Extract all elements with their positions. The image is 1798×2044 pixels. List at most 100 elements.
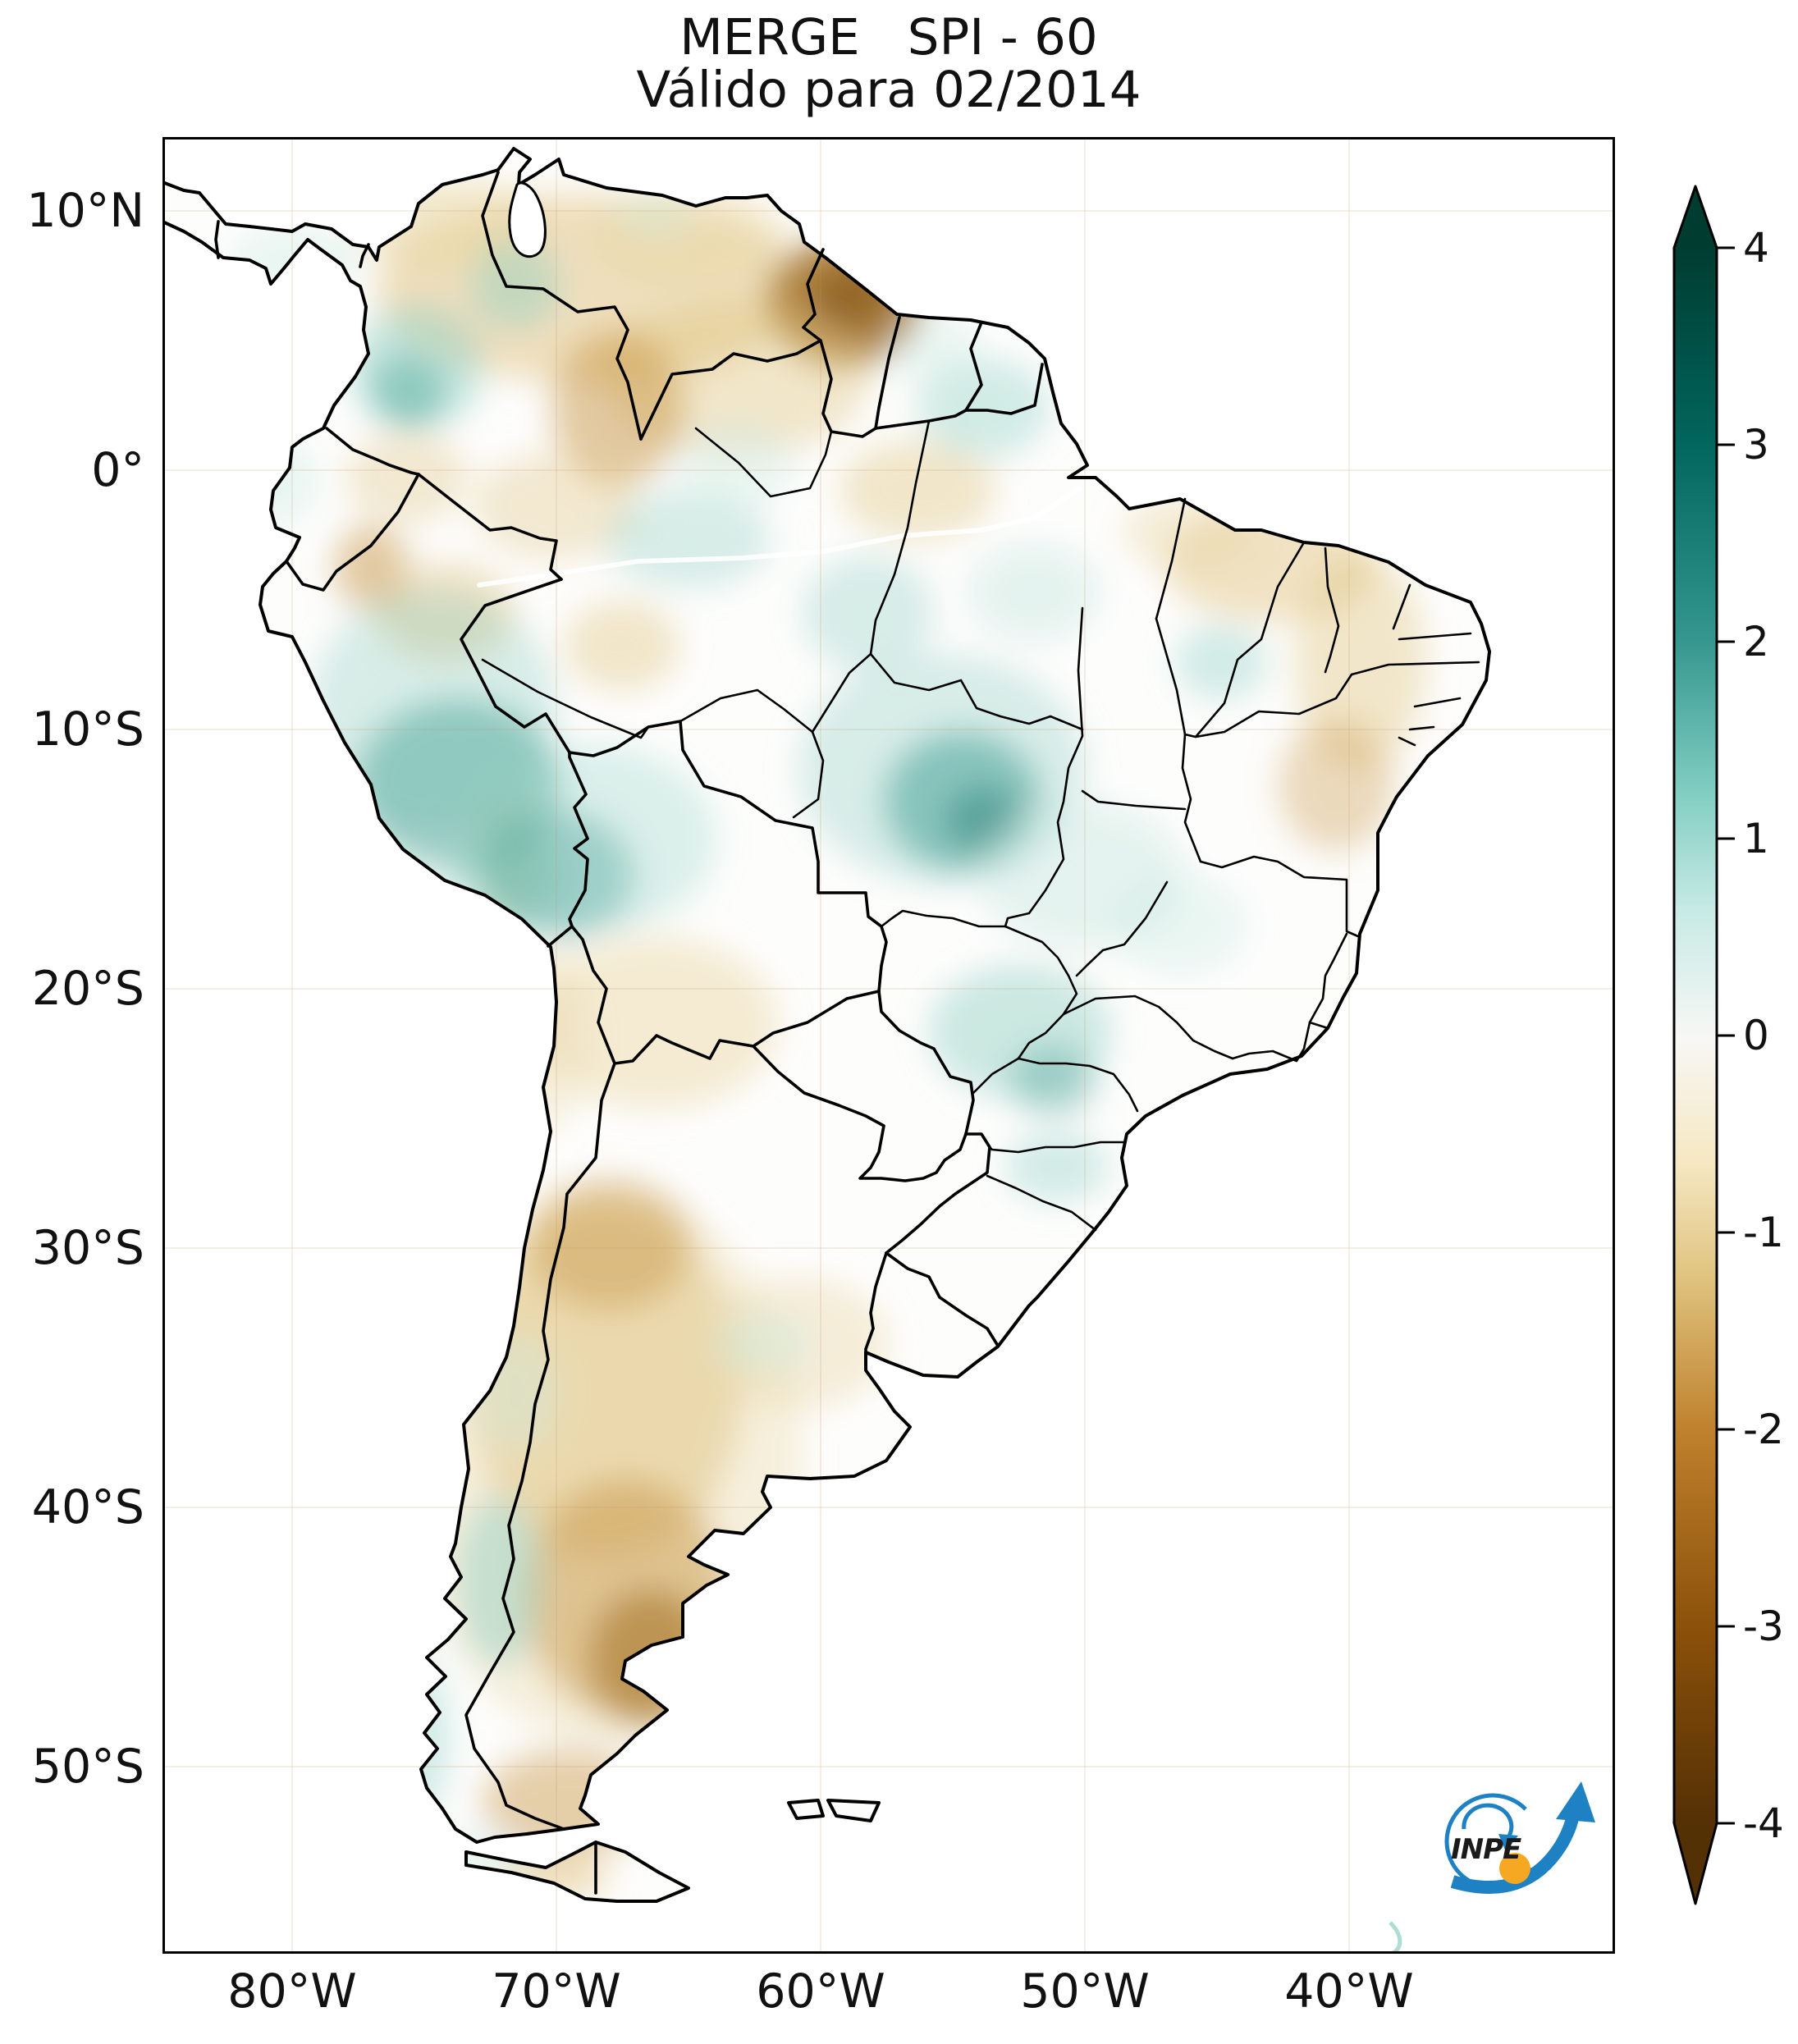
border-bolivia-argentina xyxy=(613,1034,755,1065)
wet-amapa xyxy=(917,359,1049,457)
cbar-label-m3: -3 xyxy=(1743,1603,1784,1650)
colorbar-canvas: 4 3 2 1 0 -1 -2 -3 -4 xyxy=(1672,185,1784,1905)
border-bolivia-paraguay xyxy=(752,990,881,1048)
colorbar-ticks xyxy=(1717,246,1735,1825)
inpe-spiral-arrowhead-icon xyxy=(1498,1834,1518,1852)
cbar-label-4: 4 xyxy=(1743,224,1769,272)
lat-label-30s: 30°S xyxy=(31,1221,144,1275)
cbar-label-1: 1 xyxy=(1743,815,1769,862)
cbar-label-m1: -1 xyxy=(1743,1209,1784,1256)
inpe-swoosh-arrow-icon xyxy=(1450,1813,1580,1894)
lat-label-50s: 50°S xyxy=(31,1740,144,1794)
south-america-coastline xyxy=(162,147,1491,1844)
lon-label-80w: 80°W xyxy=(227,1964,357,2019)
border-peru-bolivia xyxy=(568,751,589,928)
state-araguaia-line xyxy=(1004,606,1084,928)
border-paraguay-brazil xyxy=(877,990,975,1136)
inpe-orange-sphere-icon xyxy=(1499,1853,1530,1884)
dry-bahia-interior xyxy=(1279,720,1393,851)
cbar-label-m4: -4 xyxy=(1743,1799,1784,1847)
lat-label-20s: 20°S xyxy=(31,962,144,1016)
wet-tocantins xyxy=(968,543,1100,642)
wet-santa-cruz xyxy=(478,810,634,941)
ocean-data-speck xyxy=(1389,1921,1402,1954)
figure-subtitle: Válido para 02/2014 xyxy=(636,61,1141,119)
lake-maracaibo xyxy=(508,181,547,258)
tierra-del-fuego-island xyxy=(464,1841,690,1903)
border-venezuela-brazil xyxy=(639,339,822,441)
state-sc-rs xyxy=(986,1174,1097,1232)
border-ecuador-colombia xyxy=(325,427,420,476)
inpe-logo-text: INPE xyxy=(1451,1833,1521,1866)
brazil-state-borders xyxy=(481,419,1480,1232)
lat-label-10s: 10°S xyxy=(31,702,144,757)
state-tocantins-goias xyxy=(1081,789,1187,811)
border-colombia-venezuela xyxy=(481,171,643,441)
cbar-label-0: 0 xyxy=(1743,1012,1769,1059)
state-matogrosso-para xyxy=(869,652,1084,731)
state-saopaulo-parana xyxy=(1017,1057,1139,1113)
wet-chile-south1 xyxy=(456,1495,542,1667)
dry-rio-negro xyxy=(474,453,638,560)
wet-venezuela-coast xyxy=(614,189,696,241)
state-sergipe-bahia xyxy=(1398,736,1416,747)
wet-amapa-coast xyxy=(889,316,979,385)
border-paraguay-argentina xyxy=(752,1045,968,1182)
wet-xingu xyxy=(803,556,934,670)
wet-parana-core xyxy=(1010,1046,1096,1115)
wet-central-amazon xyxy=(606,490,770,588)
lon-label-50w: 50°W xyxy=(1020,1964,1150,2019)
map-axes-frame xyxy=(162,137,1615,1954)
state-minas-rio-es xyxy=(1231,932,1348,1063)
lat-label-0: 0° xyxy=(91,443,144,497)
dry-south-amazonas xyxy=(565,601,679,691)
state-paraiba-pernambuco xyxy=(1350,661,1480,676)
border-peru-brazil xyxy=(460,578,571,754)
dry-cuyo-core xyxy=(470,1208,741,1561)
inpe-logo: INPE xyxy=(1444,1781,1595,1894)
state-rio-es-coast xyxy=(1308,1021,1329,1030)
state-pernambuco-alagoas xyxy=(1413,697,1462,708)
wet-ba-province-spot xyxy=(712,1315,811,1372)
country-borders xyxy=(214,171,1044,1895)
dry-east-para xyxy=(840,441,995,539)
lon-label-70w: 70°W xyxy=(492,1964,621,2019)
border-peru-colombia xyxy=(417,473,563,581)
border-argentina-uruguay xyxy=(864,1251,888,1354)
border-ecuador-peru xyxy=(285,473,420,592)
figure-title: MERGE SPI - 60 xyxy=(679,8,1098,66)
map-panel: INPE xyxy=(162,137,1615,1954)
border-bolivia-brazil xyxy=(568,720,888,993)
state-para-maranhao xyxy=(1155,497,1187,620)
state-bahia-west xyxy=(1181,733,1202,863)
state-acre-amazonas xyxy=(481,658,650,739)
border-panama-colombia xyxy=(359,243,370,268)
wet-piaui xyxy=(1176,625,1266,699)
dry-venezuela-amazonas xyxy=(552,330,684,486)
inpe-swoosh-arrowhead-icon xyxy=(1556,1781,1595,1822)
lat-label-40s: 40°S xyxy=(31,1480,144,1534)
border-argentina-brazil xyxy=(885,1132,991,1255)
lat-label-10n: 10°N xyxy=(26,184,144,238)
colorbar-gradient-bar xyxy=(1672,185,1718,1905)
wet-colombia-core xyxy=(372,354,446,428)
state-alagoas-sergipe xyxy=(1408,725,1435,731)
state-amazonas-para xyxy=(869,419,931,656)
dry-chaco xyxy=(532,937,778,1109)
south-america-spi-map: INPE xyxy=(162,137,1615,1954)
state-goias-minas xyxy=(1075,880,1169,977)
cbar-label-3: 3 xyxy=(1743,421,1769,469)
wet-manaus-north xyxy=(679,424,794,506)
colorbar-tick-labels: 4 3 2 1 0 -1 -2 -3 -4 xyxy=(1743,224,1784,1847)
state-minas-saopaulo xyxy=(1062,995,1234,1060)
cbar-label-m2: -2 xyxy=(1743,1406,1784,1453)
border-venezuela-guyana xyxy=(802,248,825,342)
state-bahia-minas xyxy=(1199,855,1361,939)
coastlines xyxy=(162,147,1491,1903)
inpe-spiral-icon xyxy=(1462,1803,1514,1839)
border-peru-chile xyxy=(547,925,574,948)
falkland-islands-east xyxy=(826,1799,881,1822)
state-bahia-north xyxy=(1194,673,1353,738)
border-suriname-frenchguiana xyxy=(964,321,983,412)
